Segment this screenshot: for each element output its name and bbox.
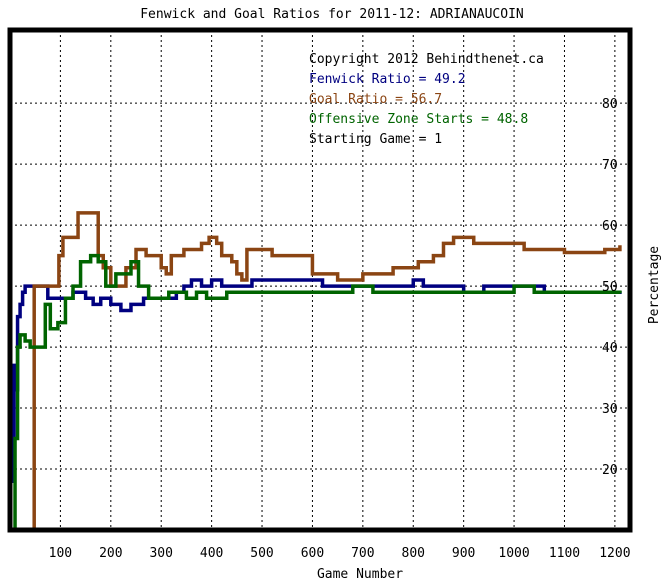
x-tick-label: 1100 [549, 546, 580, 561]
y-tick-label: 40 [602, 341, 618, 356]
x-tick-label: 300 [149, 546, 172, 561]
x-tick-label: 700 [351, 546, 374, 561]
x-tick-label: 400 [200, 546, 223, 561]
x-tick-label: 100 [49, 546, 72, 561]
x-tick-label: 500 [250, 546, 273, 561]
x-axis-label: Game Number [317, 567, 403, 580]
series-line [30, 211, 622, 532]
legend-entry: Goal Ratio = 56.7 [309, 92, 442, 107]
legend-annotations: Copyright 2012 Behindthenet.ca Fenwick Ra… [309, 52, 544, 147]
plot-area [7, 27, 633, 533]
legend-entry: Starting Game = 1 [309, 132, 442, 147]
x-tick-label: 800 [402, 546, 425, 561]
x-tick-label: 900 [452, 546, 475, 561]
chart-title: Fenwick and Goal Ratios for 2011-12: ADR… [140, 7, 524, 22]
x-tick-label: 1000 [498, 546, 529, 561]
series-line [12, 253, 622, 532]
x-tick-label: 1200 [599, 546, 630, 561]
x-axis-ticks: 100 200 300 400 500 600 700 800 900 1000 1100 1200 [49, 546, 631, 561]
legend-entry: Fenwick Ratio = 49.2 [309, 72, 466, 87]
y-tick-label: 50 [602, 280, 618, 295]
y-tick-label: 60 [602, 219, 618, 234]
legend-entry: Copyright 2012 Behindthenet.ca [309, 52, 544, 67]
y-tick-label: 80 [602, 97, 618, 112]
y-tick-label: 70 [602, 158, 618, 173]
y-tick-label: 30 [602, 402, 618, 417]
x-tick-label: 200 [99, 546, 122, 561]
y-tick-label: 20 [602, 463, 618, 478]
y-axis-ticks: 20 30 40 50 60 70 80 [602, 97, 618, 478]
legend-entry: Offensive Zone Starts = 48.8 [309, 112, 528, 127]
y-axis-label: Percentage [647, 246, 662, 324]
series-group [12, 211, 622, 532]
plot-frame [7, 27, 633, 533]
x-tick-label: 600 [301, 546, 324, 561]
